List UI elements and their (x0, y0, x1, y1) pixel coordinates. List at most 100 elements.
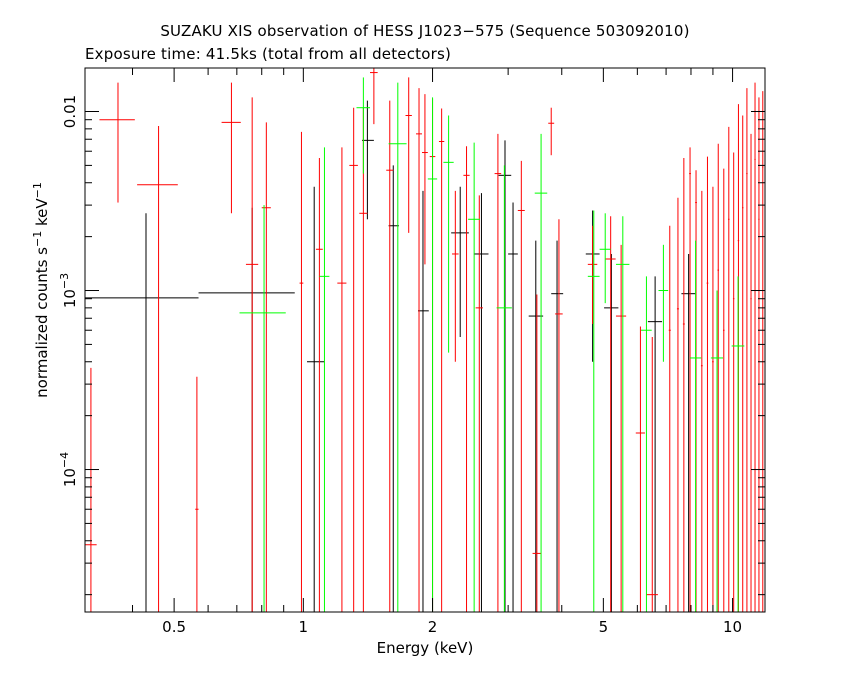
data-point (717, 143, 720, 612)
data-point (754, 82, 756, 612)
data-point (498, 140, 512, 612)
data-point (356, 77, 371, 174)
data-point (548, 107, 555, 156)
data-point (641, 276, 652, 612)
data-point (99, 82, 135, 203)
data-point (647, 276, 663, 612)
data-point (605, 216, 616, 612)
data-point (742, 115, 744, 612)
data-point (700, 190, 703, 612)
data-point (587, 210, 600, 612)
data-point (337, 147, 347, 612)
data-point (635, 326, 645, 612)
y-axis-label: normalized counts s−1 keV−1 (31, 182, 51, 398)
y-tick-label: 10−3 (58, 273, 79, 308)
series-1 (85, 68, 764, 612)
data-point (706, 156, 709, 612)
series-2 (239, 77, 745, 612)
y-label-main: normalized counts s (33, 247, 51, 398)
data-point (474, 193, 489, 612)
data-point (712, 186, 714, 612)
data-point (386, 100, 394, 612)
data-point (468, 142, 481, 612)
data-point (137, 125, 178, 612)
x-tick-label: 2 (428, 618, 438, 636)
series-0 (85, 100, 696, 612)
data-point (405, 77, 412, 233)
data-point (676, 197, 679, 612)
data-point (319, 147, 330, 612)
data-point (750, 133, 752, 612)
data-point (427, 97, 438, 612)
x-axis-label: Energy (keV) (376, 639, 474, 657)
data-point (85, 213, 199, 612)
data-point (604, 253, 619, 612)
data-point (451, 190, 459, 362)
y-label-exp1: −1 (31, 230, 44, 248)
data-point (370, 68, 378, 125)
y-label-mid: keV (33, 198, 51, 231)
data-point (551, 240, 564, 612)
data-point (85, 367, 97, 612)
data-point (728, 126, 730, 612)
data-point (496, 165, 512, 612)
y-tick-label: 10−4 (58, 452, 79, 487)
data-point (198, 207, 295, 612)
data-point (494, 133, 502, 612)
chart-subtitle: Exposure time: 41.5ks (total from all de… (85, 45, 452, 63)
data-point (349, 107, 358, 612)
data-point (615, 216, 630, 612)
data-point (221, 82, 241, 214)
data-point (599, 213, 611, 304)
data-point (421, 94, 428, 265)
data-point (615, 244, 627, 612)
data-point (723, 168, 725, 612)
data-point (658, 244, 669, 362)
data-point (668, 225, 671, 612)
data-point (587, 225, 598, 325)
data-point (239, 205, 286, 612)
data-point (415, 88, 422, 612)
data-point (689, 240, 702, 612)
y-tick-label: 0.01 (61, 95, 79, 128)
series-layer (85, 68, 764, 612)
data-point (443, 115, 454, 353)
data-point (245, 97, 259, 612)
chart-title: SUZAKU XIS observation of HESS J1023−575… (160, 22, 690, 40)
data-point (532, 294, 542, 612)
data-point (517, 160, 525, 612)
data-point (315, 157, 323, 612)
plot-frame (84, 67, 766, 613)
data-point (359, 107, 368, 612)
data-point (388, 165, 399, 612)
data-point (388, 82, 407, 612)
data-point (418, 190, 429, 612)
data-point (762, 91, 764, 612)
data-point (758, 97, 760, 612)
data-point (534, 133, 548, 612)
ticks-layer: 0.5 1 2 5 10 0.01 10−3 10−4 (58, 68, 765, 636)
data-point (508, 202, 518, 612)
x-tick-label: 0.5 (162, 618, 186, 636)
data-point (682, 157, 685, 612)
data-point (689, 147, 691, 612)
data-point (195, 376, 199, 612)
data-point (299, 131, 304, 612)
y-label-exp2: −1 (31, 182, 44, 199)
x-tick-label: 5 (599, 618, 609, 636)
data-point (746, 88, 748, 612)
data-point (451, 186, 469, 337)
data-point (710, 290, 724, 612)
data-point (362, 100, 374, 220)
data-point (475, 195, 483, 612)
data-point (646, 336, 658, 612)
data-point (731, 276, 745, 612)
data-point (555, 219, 563, 612)
data-point (732, 152, 735, 612)
data-point (307, 186, 325, 612)
data-point (463, 146, 470, 612)
x-tick-label: 1 (299, 618, 309, 636)
data-point (261, 122, 271, 612)
